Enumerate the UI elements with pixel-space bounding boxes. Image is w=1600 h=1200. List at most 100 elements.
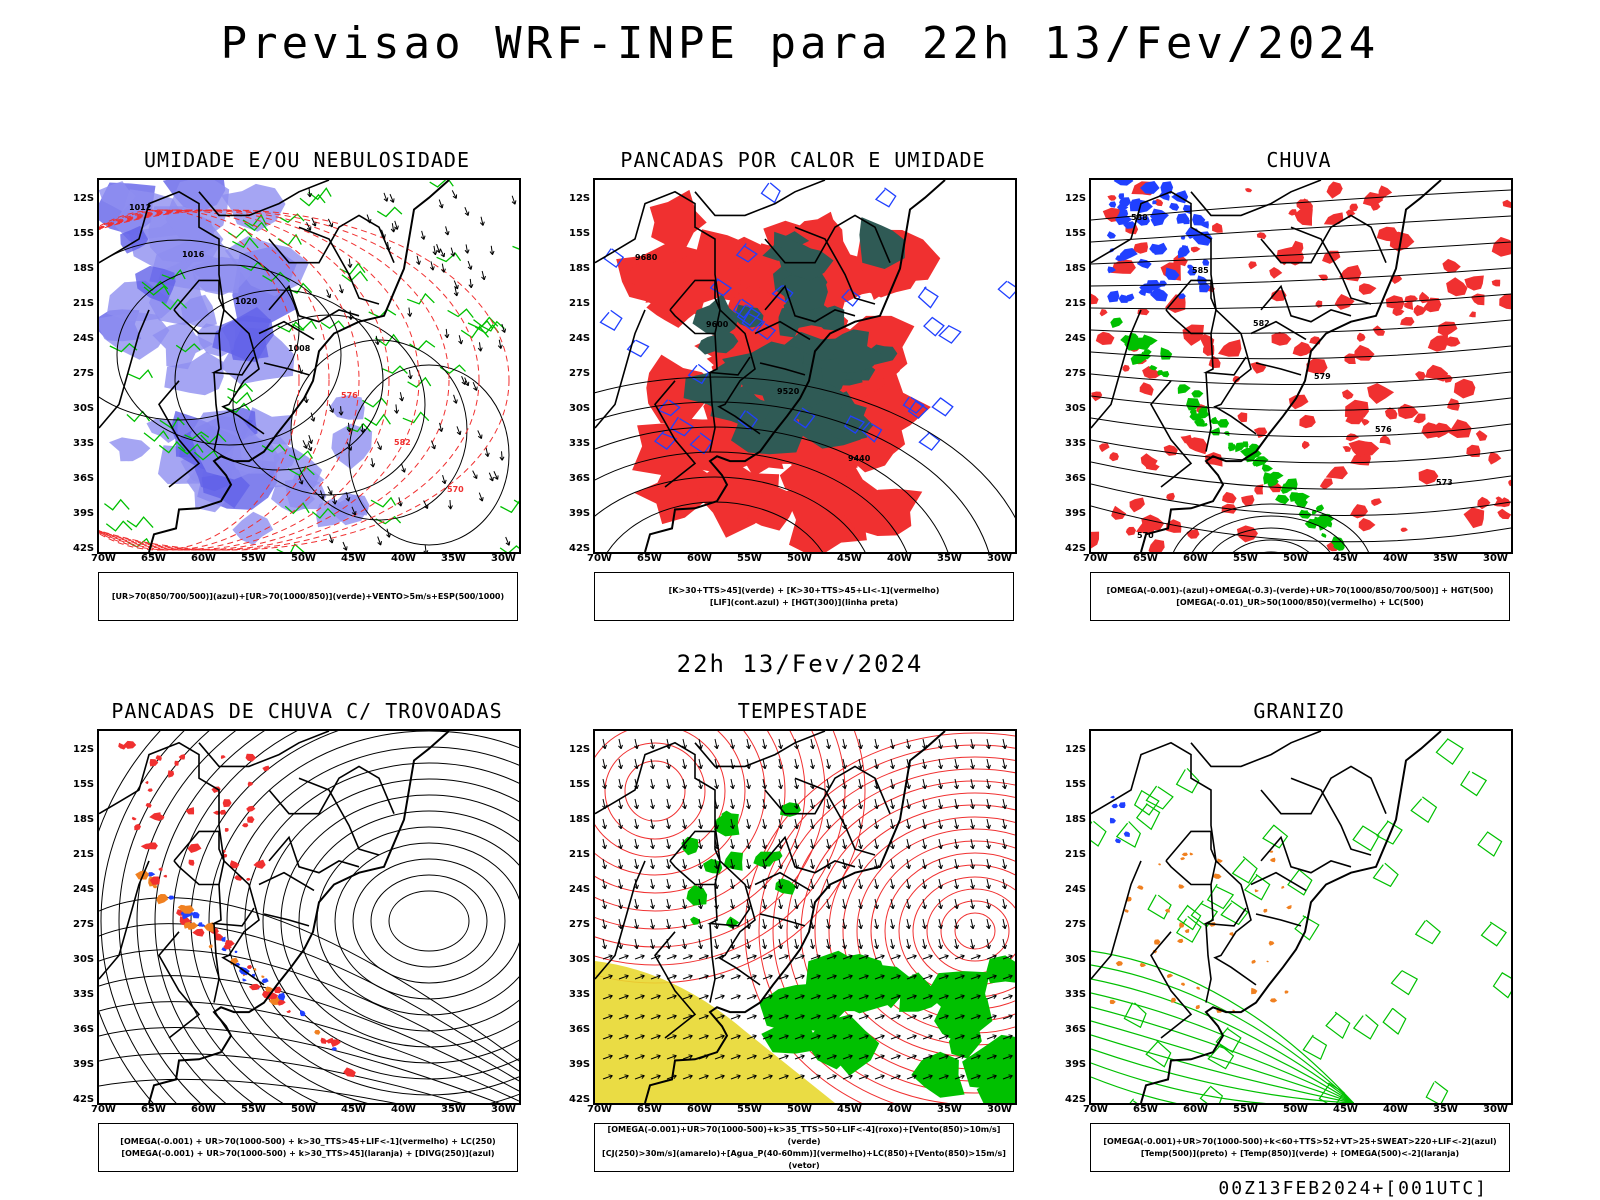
lat-tick-label: 24S: [569, 333, 591, 344]
lon-tick-label: 35W: [1433, 1104, 1458, 1115]
lat-tick-label: 39S: [569, 508, 591, 519]
lon-tick-label: 60W: [191, 1104, 216, 1115]
lat-tick-label: 12S: [1065, 193, 1087, 204]
lon-tick-label: 65W: [141, 553, 166, 564]
lat-tick-label: 27S: [569, 368, 591, 379]
main-title: Previsao WRF-INPE para 22h 13/Fev/2024: [220, 18, 1380, 69]
lon-tick-label: 40W: [1383, 553, 1408, 564]
svg-text:570: 570: [447, 485, 464, 494]
lon-tick-label: 60W: [687, 1104, 712, 1115]
lon-tick-label: 65W: [1133, 553, 1158, 564]
lat-tick-label: 39S: [1065, 1059, 1087, 1070]
lat-tick-label: 12S: [569, 193, 591, 204]
lon-tick-label: 60W: [687, 553, 712, 564]
panel-title: TEMPESTADE: [737, 699, 869, 723]
lon-tick-label: 30W: [1483, 553, 1508, 564]
map-panel-5: [593, 729, 1017, 1105]
lon-tick-label: 45W: [341, 1104, 366, 1115]
lat-tick-label: 30S: [1065, 403, 1087, 414]
lat-tick-label: 33S: [73, 989, 95, 1000]
lat-tick-label: 24S: [73, 333, 95, 344]
lat-tick-label: 30S: [73, 403, 95, 414]
map-svg: [99, 731, 519, 1103]
panel-title: PANCADAS POR CALOR E UMIDADE: [620, 148, 986, 172]
legend-text: [OMEGA(-0.001) + UR>70(1000-500) + k>30_…: [120, 1136, 496, 1146]
svg-text:582: 582: [394, 438, 411, 447]
lat-tick-label: 15S: [73, 779, 95, 790]
lon-tick-label: 35W: [937, 553, 962, 564]
legend-text: [K>30+TTS>45](verde) + [K>30+TTS>45+LI<-…: [668, 585, 940, 595]
lon-tick-label: 50W: [787, 553, 812, 564]
lat-tick-label: 33S: [569, 438, 591, 449]
svg-text:9680: 9680: [635, 253, 658, 262]
lon-tick-label: 45W: [837, 553, 862, 564]
lon-tick-label: 45W: [1333, 553, 1358, 564]
run-timestamp: 00Z13FEB2024+[001UTC]: [1218, 1178, 1488, 1199]
lon-tick-label: 55W: [737, 1104, 762, 1115]
legend-box: [OMEGA(-0.001)+UR>70(1000-500)+k>35_TTS>…: [594, 1123, 1014, 1172]
lat-tick-label: 12S: [73, 193, 95, 204]
panel-title: PANCADAS DE CHUVA C/ TROVOADAS: [111, 699, 503, 723]
lon-tick-label: 40W: [1383, 1104, 1408, 1115]
legend-text: [OMEGA(-0.001)+UR>70(1000-500)+k>35_TTS>…: [607, 1124, 1001, 1146]
lon-tick-label: 60W: [1183, 553, 1208, 564]
lat-tick-label: 18S: [569, 263, 591, 274]
lon-tick-label: 65W: [637, 1104, 662, 1115]
lon-tick-label: 65W: [637, 553, 662, 564]
lat-tick-label: 12S: [73, 744, 95, 755]
map-svg: [595, 731, 1015, 1103]
lat-tick-label: 39S: [569, 1059, 591, 1070]
lat-tick-label: 27S: [73, 368, 95, 379]
lat-tick-label: 30S: [569, 403, 591, 414]
lat-tick-label: 42S: [569, 1094, 591, 1105]
lat-tick-label: 33S: [1065, 989, 1087, 1000]
lon-tick-label: 55W: [241, 553, 266, 564]
svg-text:9520: 9520: [777, 387, 800, 396]
legend-box: [K>30+TTS>45](verde) + [K>30+TTS>45+LI<-…: [594, 572, 1014, 621]
lon-tick-label: 55W: [1233, 1104, 1258, 1115]
map-svg: 1012 1016 1020 1008 576 582 570: [99, 180, 519, 552]
legend-text: [OMEGA(-0.001)+UR>70(1000-500)+k<60+TTS>…: [1103, 1136, 1497, 1146]
legend-text: [Temp(500)](preto) + [Temp(850)](verde) …: [1140, 1148, 1460, 1158]
panel-title: GRANIZO: [1253, 699, 1345, 723]
lat-tick-label: 12S: [569, 744, 591, 755]
svg-text:579: 579: [1314, 372, 1331, 381]
lat-tick-label: 15S: [73, 228, 95, 239]
svg-text:582: 582: [1253, 319, 1270, 328]
lat-tick-label: 42S: [569, 543, 591, 554]
lat-tick-label: 24S: [569, 884, 591, 895]
lon-tick-label: 55W: [737, 553, 762, 564]
map-panel-6: [1089, 729, 1513, 1105]
legend-text: [LIF](cont.azul) + [HGT(300)](linha pret…: [709, 597, 899, 607]
lat-tick-label: 39S: [1065, 508, 1087, 519]
legend-text: [CJ(250)>30m/s](amarelo)+[Agua_P(40-60mm…: [602, 1148, 1006, 1170]
lon-tick-label: 60W: [191, 553, 216, 564]
lon-tick-label: 45W: [1333, 1104, 1358, 1115]
lon-tick-label: 35W: [441, 553, 466, 564]
lon-tick-label: 30W: [1483, 1104, 1508, 1115]
legend-box: [UR>70(850/700/500)](azul)+[UR>70(1000/8…: [98, 572, 518, 621]
lon-tick-label: 70W: [587, 1104, 612, 1115]
lon-tick-label: 45W: [341, 553, 366, 564]
lat-tick-label: 24S: [1065, 884, 1087, 895]
svg-text:1008: 1008: [288, 344, 311, 353]
panel-title: CHUVA: [1266, 148, 1332, 172]
lat-tick-label: 12S: [1065, 744, 1087, 755]
lat-tick-label: 30S: [73, 954, 95, 965]
map-panel-3: 588 585 582 579 576 573 570: [1089, 178, 1513, 554]
lat-tick-label: 21S: [1065, 849, 1087, 860]
lon-tick-label: 65W: [141, 1104, 166, 1115]
map-svg: [1091, 731, 1511, 1103]
svg-text:1016: 1016: [182, 250, 205, 259]
lon-tick-label: 70W: [587, 553, 612, 564]
lat-tick-label: 21S: [569, 298, 591, 309]
panel-title: UMIDADE E/OU NEBULOSIDADE: [143, 148, 471, 172]
map-panel-2: 9680 9600 9520 9440: [593, 178, 1017, 554]
svg-text:588: 588: [1131, 213, 1148, 222]
legend-text: [OMEGA(-0.001)-(azul)+OMEGA(-0.3)-(verde…: [1106, 585, 1494, 595]
lon-tick-label: 50W: [291, 553, 316, 564]
svg-text:576: 576: [341, 391, 358, 400]
lat-tick-label: 36S: [73, 1024, 95, 1035]
lat-tick-label: 36S: [1065, 1024, 1087, 1035]
